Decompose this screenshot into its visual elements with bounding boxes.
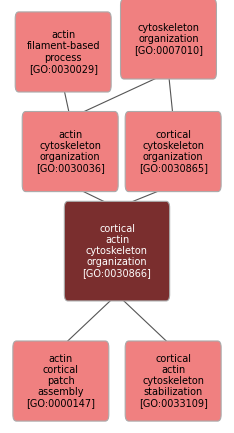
- Text: cortical
actin
cytoskeleton
stabilization
[GO:0033109]: cortical actin cytoskeleton stabilizatio…: [139, 354, 208, 408]
- FancyBboxPatch shape: [13, 341, 109, 421]
- Text: cortical
cytoskeleton
organization
[GO:0030865]: cortical cytoskeleton organization [GO:0…: [139, 130, 208, 173]
- FancyBboxPatch shape: [121, 0, 216, 79]
- FancyBboxPatch shape: [125, 112, 221, 191]
- FancyBboxPatch shape: [125, 341, 221, 421]
- Text: cytoskeleton
organization
[GO:0007010]: cytoskeleton organization [GO:0007010]: [134, 23, 203, 55]
- Text: actin
cytoskeleton
organization
[GO:0030036]: actin cytoskeleton organization [GO:0030…: [36, 130, 105, 173]
- Text: cortical
actin
cytoskeleton
organization
[GO:0030866]: cortical actin cytoskeleton organization…: [83, 224, 151, 278]
- Text: actin
cortical
patch
assembly
[GO:0000147]: actin cortical patch assembly [GO:000014…: [26, 354, 95, 408]
- FancyBboxPatch shape: [15, 12, 111, 92]
- FancyBboxPatch shape: [22, 112, 118, 191]
- FancyBboxPatch shape: [64, 201, 170, 301]
- Text: actin
filament-based
process
[GO:0030029]: actin filament-based process [GO:0030029…: [26, 30, 100, 74]
